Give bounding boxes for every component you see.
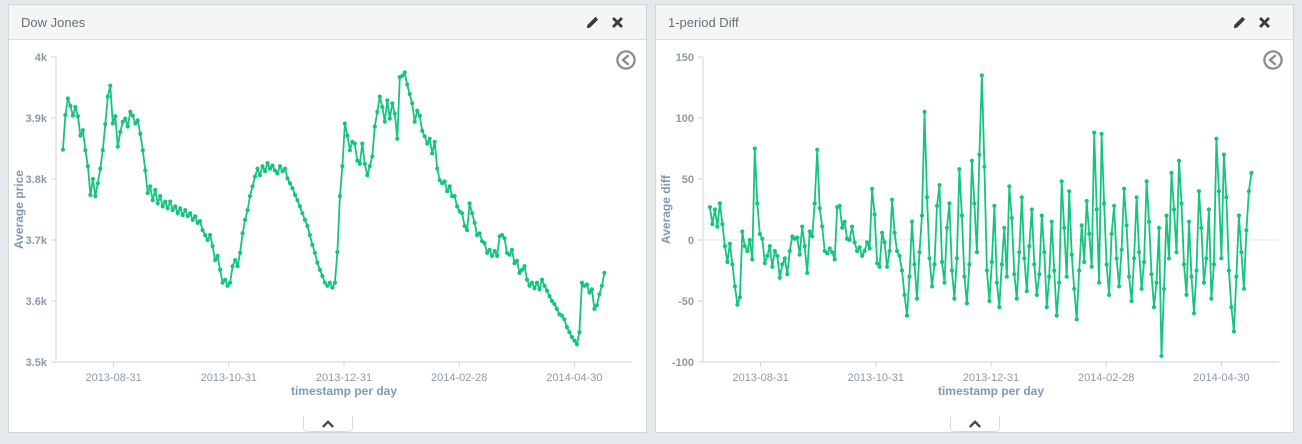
svg-text:50: 50 [682,174,694,186]
svg-text:2013-12-31: 2013-12-31 [316,372,372,384]
svg-text:2013-08-31: 2013-08-31 [732,372,788,384]
pencil-icon[interactable] [586,16,599,29]
svg-text:2013-10-31: 2013-10-31 [201,372,257,384]
pencil-icon[interactable] [1233,16,1246,29]
svg-text:100: 100 [676,113,694,125]
panel-dow-jones: Dow Jones Average price 4k 3.9k 3.8k 3.7k 3.… [8,4,647,433]
collapse-button[interactable] [949,416,1000,432]
collapse-button[interactable] [302,416,353,432]
panel-actions [1233,16,1271,29]
svg-text:2014-04-30: 2014-04-30 [546,372,602,384]
svg-text:2014-02-28: 2014-02-28 [431,372,487,384]
svg-text:-50: -50 [678,296,694,308]
panel-actions [586,16,624,29]
panel-title: 1-period Diff [668,14,739,30]
panel-1-period-diff: 1-period Diff Average diff 150 100 50 0 -50-… [655,4,1294,433]
panel-title: Dow Jones [21,14,86,30]
circle-arrow-left-icon[interactable] [615,49,637,71]
svg-text:3.6k: 3.6k [26,296,48,308]
chevron-up-icon [321,420,334,427]
chart-container: Average diff 150 100 50 0 -50 -100 2013-08-31 2… [656,40,1293,432]
diff-chart[interactable]: 150 100 50 0 -50 -100 2013-08-31 2013-10-31 2013… [656,40,1293,432]
svg-text:2013-12-31: 2013-12-31 [963,372,1019,384]
x-axis-title: timestamp per day [290,384,398,398]
svg-text:-100: -100 [672,357,694,369]
svg-text:2013-08-31: 2013-08-31 [85,372,141,384]
svg-text:3.7k: 3.7k [26,235,48,247]
chart-container: Average price 4k 3.9k 3.8k 3.7k 3.6k 3.5k 2013… [9,40,646,432]
svg-text:3.5k: 3.5k [26,357,48,369]
panel-header: 1-period Diff [656,5,1293,40]
svg-text:150: 150 [676,52,694,64]
svg-text:2013-10-31: 2013-10-31 [848,372,904,384]
close-icon[interactable] [1258,16,1271,29]
x-axis-title: timestamp per day [937,384,1045,398]
svg-text:3.9k: 3.9k [26,113,48,125]
circle-arrow-left-icon[interactable] [1262,49,1284,71]
chevron-up-icon [968,420,981,427]
dow-jones-chart[interactable]: 4k 3.9k 3.8k 3.7k 3.6k 3.5k 2013-08-31 2013-10-… [9,40,646,432]
svg-text:2014-02-28: 2014-02-28 [1078,372,1134,384]
svg-text:0: 0 [688,235,694,247]
svg-text:4k: 4k [35,52,48,64]
close-icon[interactable] [611,16,624,29]
panel-header: Dow Jones [9,5,646,40]
svg-text:3.8k: 3.8k [26,174,48,186]
svg-text:2014-04-30: 2014-04-30 [1193,372,1249,384]
